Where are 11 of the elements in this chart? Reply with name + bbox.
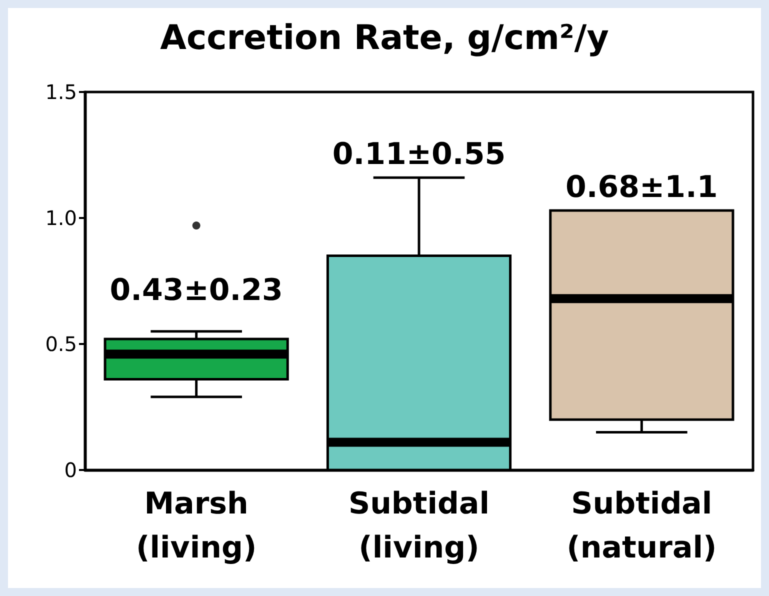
x-tick-label: Marsh (living) — [136, 486, 257, 566]
y-tick-label: 1.5 — [45, 80, 77, 104]
annotation: 0.68±1.1 — [566, 170, 718, 205]
chart-title: Accretion Rate, g/cm²/y — [160, 18, 609, 58]
annotation: 0.43±0.23 — [110, 272, 283, 308]
annotation: 0.11±0.55 — [332, 137, 506, 172]
y-tick-label: 0.5 — [45, 332, 77, 356]
x-tick-label: Subtidal (natural) — [566, 486, 717, 566]
y-tick-label: 1.0 — [45, 206, 77, 230]
y-tick-label: 0 — [64, 458, 77, 482]
x-tick-label: Subtidal (living) — [348, 486, 490, 566]
